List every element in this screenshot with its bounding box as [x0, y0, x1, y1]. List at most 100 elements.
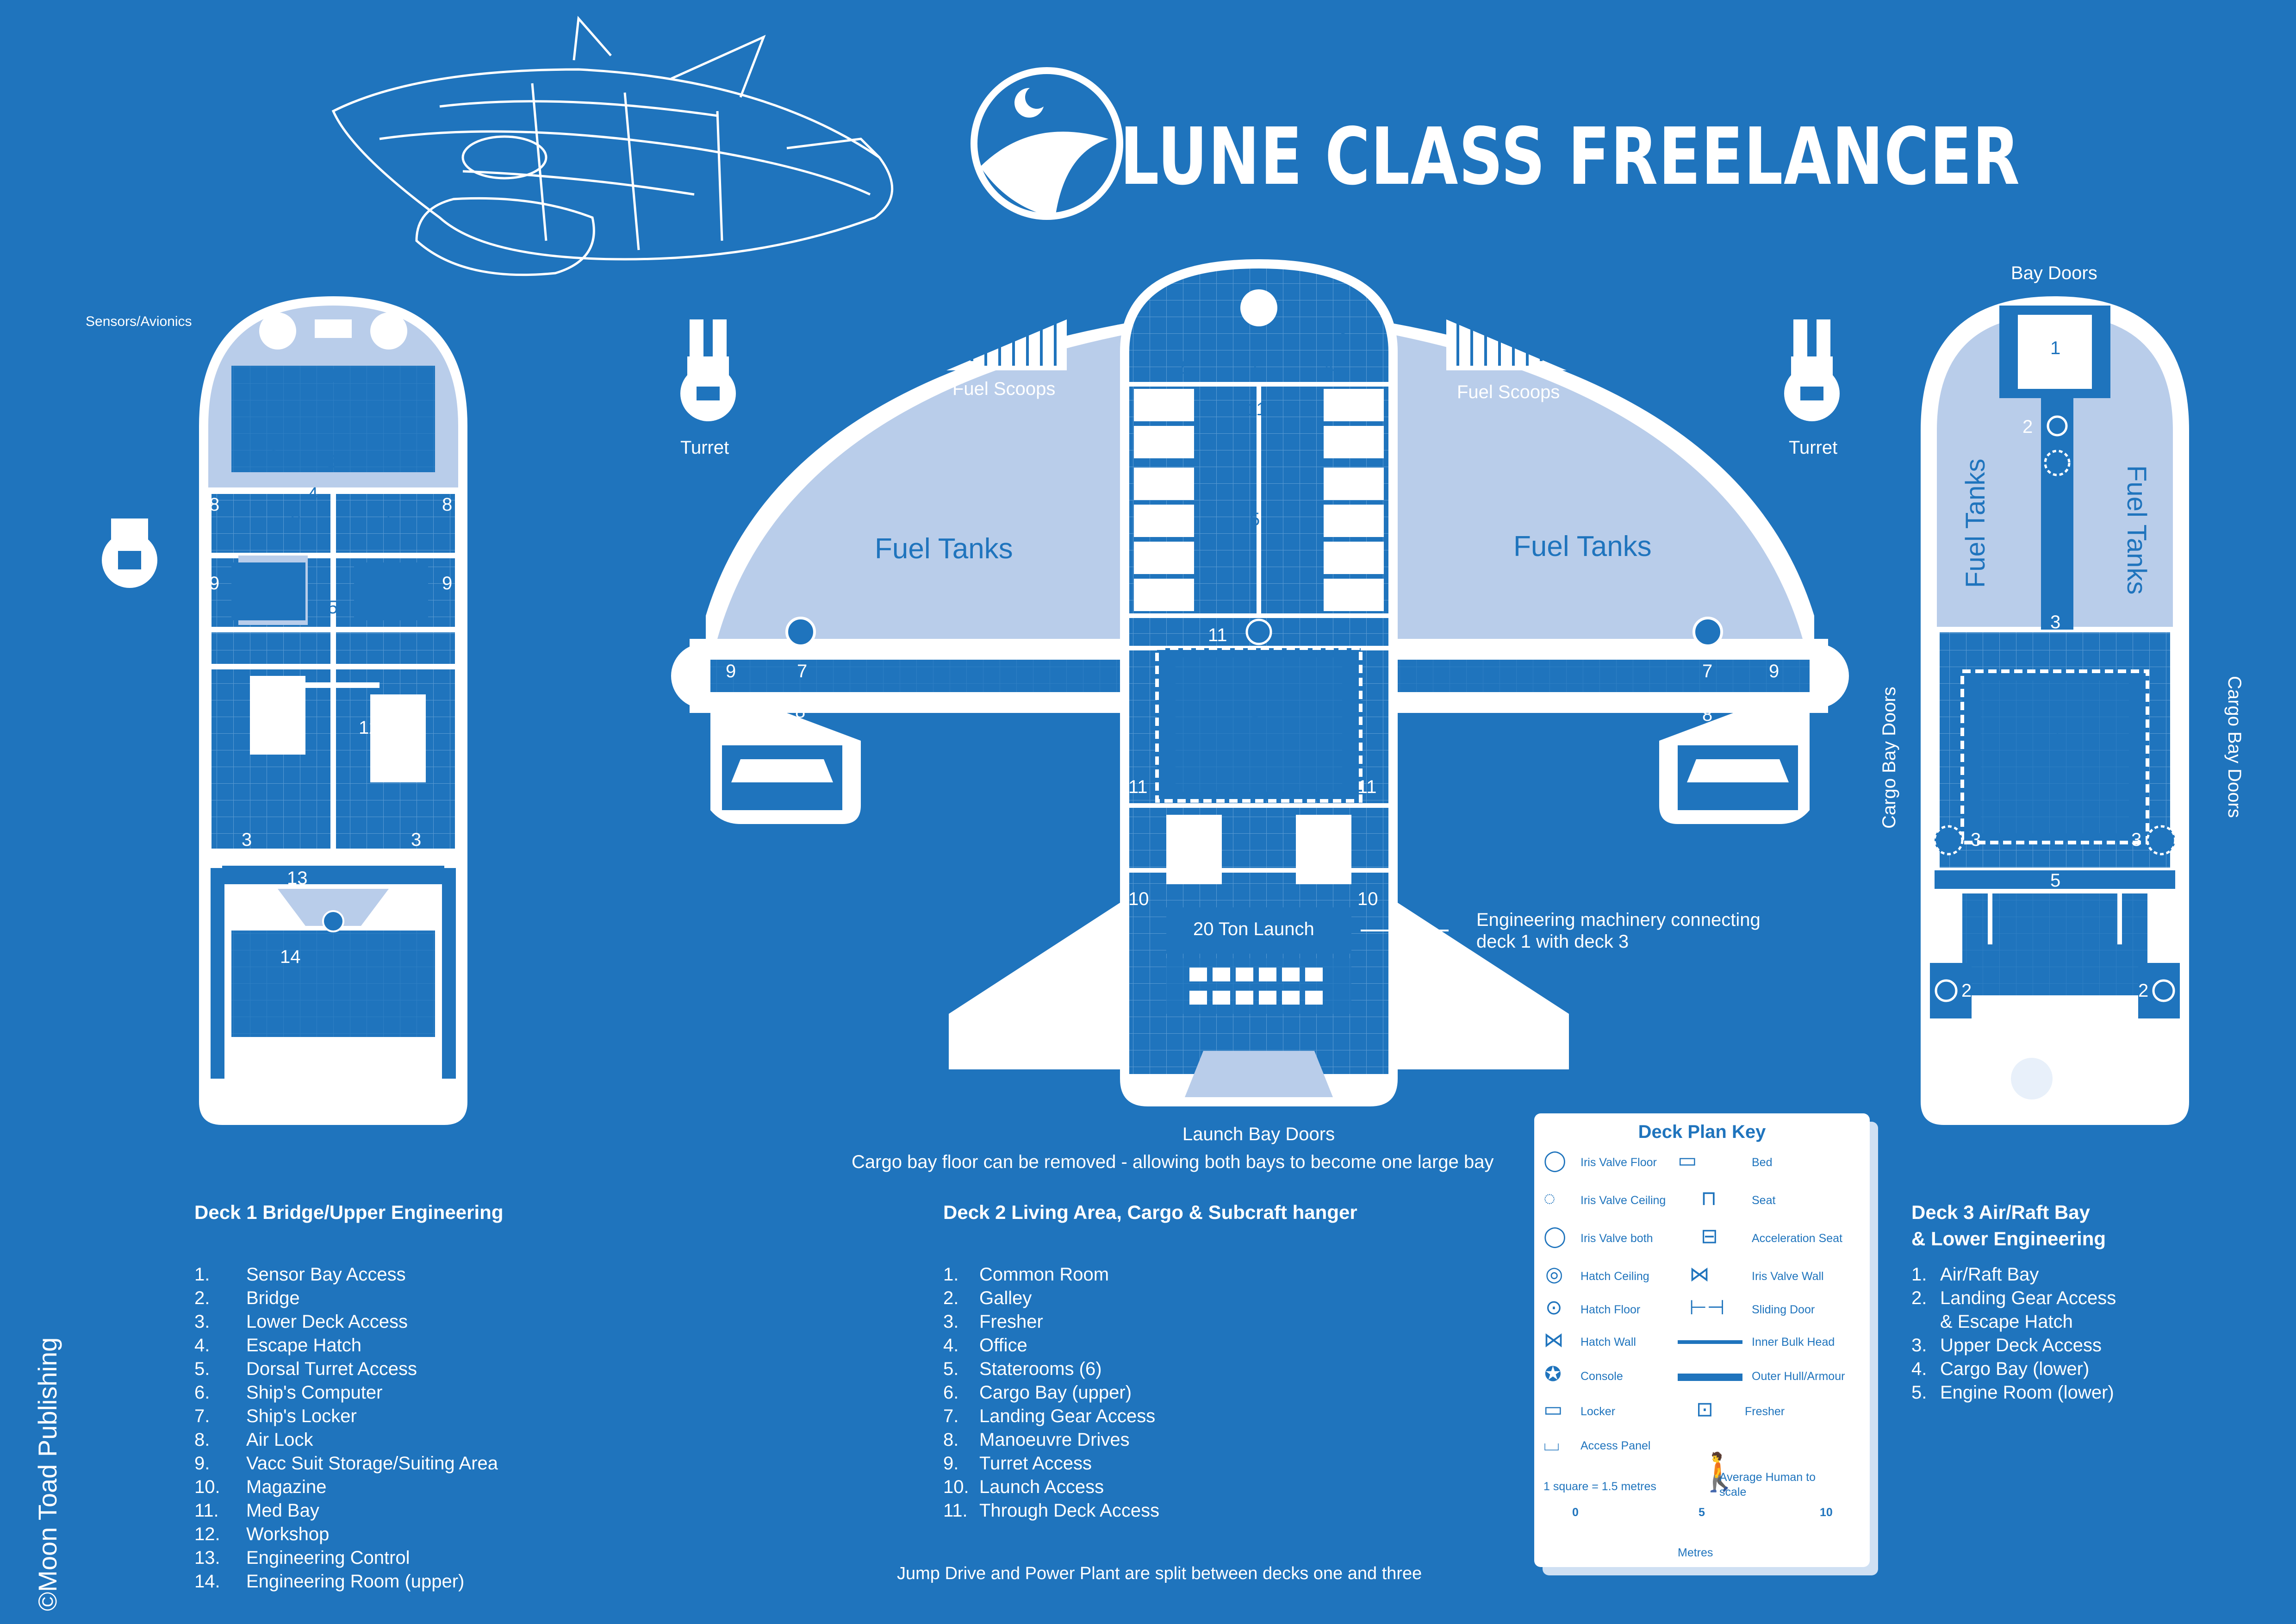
deck3-plan: [1921, 296, 2189, 1125]
deck-plan-key: Deck Plan Key ◯ Iris Valve Floor ◌ Iris …: [1534, 1113, 1870, 1567]
list-item: 3. Fresher: [943, 1312, 1043, 1332]
page-title: LUNE CLASS FREELANCER: [1120, 111, 2021, 203]
deck1-turret: [102, 518, 157, 588]
fuel-tanks-left-deck3-label: Fuel Tanks: [1960, 458, 1991, 588]
list-item: 4. Office: [943, 1335, 1027, 1355]
seat-icon: ⊓: [1701, 1187, 1717, 1210]
list-item: 7. Landing Gear Access: [943, 1406, 1156, 1426]
key-label: Acceleration Seat: [1752, 1232, 1842, 1245]
footer-note: Jump Drive and Power Plant are split bet…: [897, 1564, 1422, 1583]
locker-icon: ▭: [1543, 1398, 1563, 1421]
key-label: Hatch Wall: [1580, 1336, 1636, 1349]
key-label: Iris Valve Wall: [1752, 1270, 1824, 1283]
key-label: Iris Valve Ceiling: [1580, 1194, 1666, 1207]
list-item: 2. Landing Gear Access: [1911, 1288, 2116, 1308]
key-label: Iris Valve both: [1580, 1232, 1653, 1245]
list-item: 6. Ship's Computer: [194, 1382, 383, 1403]
list-item: 12. Workshop: [194, 1524, 330, 1544]
list-item: 4. Cargo Bay (lower): [1911, 1359, 2090, 1379]
list-item: 1. Air/Raft Bay: [1911, 1264, 2039, 1285]
key-label: Access Panel: [1580, 1439, 1651, 1452]
key-label: Bed: [1752, 1156, 1773, 1169]
list-item: 4. Escape Hatch: [194, 1335, 362, 1355]
cargo-bay-doors-right-label: Cargo Bay Doors: [2224, 676, 2245, 818]
list-item: 5. Staterooms (6): [943, 1359, 1102, 1379]
list-item: 14. Engineering Room (upper): [194, 1571, 465, 1592]
iris-valve-wall-icon: ⋈: [1689, 1263, 1710, 1286]
console-icon: ✪: [1544, 1363, 1562, 1386]
list-item: 9. Turret Access: [943, 1453, 1092, 1474]
deck3-heading-line1: Deck 3 Air/Raft Bay: [1911, 1201, 2090, 1223]
iris-valve-both-icon: ◯: [1543, 1225, 1567, 1248]
copyright: ©Moon Toad Publishing: [33, 1337, 62, 1611]
scale-tick: 0: [1572, 1506, 1579, 1519]
launch-label: 20 Ton Launch: [1193, 919, 1314, 939]
list-item: 10. Launch Access: [943, 1477, 1104, 1497]
key-label: Locker: [1580, 1405, 1616, 1418]
fuel-scoops-right-label: Fuel Scoops: [1457, 382, 1560, 402]
deck1-plan: [199, 296, 467, 1125]
engineering-note-line2: deck 1 with deck 3: [1476, 931, 1629, 952]
list-item: 11. Through Deck Access: [943, 1500, 1160, 1521]
list-item: 5. Dorsal Turret Access: [194, 1359, 417, 1379]
list-item: 3. Lower Deck Access: [194, 1312, 408, 1332]
deck2-list: 1. Common Room 2. Galley 3. Fresher 4. Offic…: [943, 1263, 1159, 1523]
bay-doors-label: Bay Doors: [2011, 263, 2097, 283]
list-item: 6. Cargo Bay (upper): [943, 1382, 1132, 1403]
sliding-door-icon: ⊢⊣: [1689, 1296, 1725, 1319]
cargo-bay-doors-left-label: Cargo Bay Doors: [1879, 687, 1899, 829]
iris-valve-floor-icon: ◯: [1543, 1149, 1567, 1172]
turret-left-label: Turret: [680, 437, 729, 458]
scale-tick: 10: [1820, 1506, 1833, 1519]
scale-tick: 5: [1699, 1506, 1705, 1519]
key-label: Outer Hull/Armour: [1752, 1370, 1845, 1383]
deck1-list: 1. Sensor Bay Access 2. Bridge 3. Lower Dec…: [194, 1263, 498, 1593]
list-item: 8. Air Lock: [194, 1430, 313, 1450]
key-label: Hatch Ceiling: [1580, 1270, 1649, 1283]
ship-sketch: [331, 16, 894, 276]
iris-valve-ceiling-icon: ◌: [1543, 1187, 1556, 1210]
scale-note: 1 square = 1.5 metres: [1543, 1480, 1656, 1493]
engineering-note-line1: Engineering machinery connecting: [1476, 910, 1761, 930]
list-item: 2. Bridge: [194, 1288, 300, 1308]
key-label: Sliding Door: [1752, 1303, 1815, 1316]
fresher-icon: ⊡: [1696, 1398, 1713, 1421]
launch-bay-doors-label: Launch Bay Doors: [1182, 1124, 1335, 1144]
human-figure-icon: 🚶: [1696, 1451, 1742, 1493]
cargo-bay-note: Cargo bay floor can be removed - allowin…: [852, 1152, 1494, 1172]
list-item: 9. Vacc Suit Storage/Suiting Area: [194, 1453, 498, 1474]
deck3-heading-line2: & Lower Engineering: [1911, 1228, 2106, 1249]
key-title: Deck Plan Key: [1638, 1122, 1766, 1142]
deck1-heading: Deck 1 Bridge/Upper Engineering: [194, 1201, 504, 1223]
deck3-list: 1. Air/Raft Bay 2. Landing Gear Access & E…: [1911, 1263, 2116, 1405]
list-item: 5. Engine Room (lower): [1911, 1382, 2114, 1403]
key-label: Fresher: [1745, 1405, 1785, 1418]
key-label: Inner Bulk Head: [1752, 1336, 1835, 1349]
deck2-heading: Deck 2 Living Area, Cargo & Subcraft han…: [943, 1201, 1357, 1223]
turret-right-label: Turret: [1789, 437, 1838, 458]
fuel-tanks-right-label: Fuel Tanks: [1513, 531, 1652, 562]
bed-icon: ▭: [1678, 1149, 1697, 1172]
hatch-floor-icon: ⊙: [1545, 1296, 1562, 1319]
outer-hull-icon: [1678, 1374, 1742, 1381]
acceleration-seat-icon: ⊟: [1701, 1225, 1718, 1248]
human-scale-note: Average Human to scale: [1719, 1471, 1816, 1499]
fuel-scoops-left-label: Fuel Scoops: [952, 379, 1056, 399]
list-item: 11. Med Bay: [194, 1500, 319, 1521]
key-label: Hatch Floor: [1580, 1303, 1641, 1316]
list-item: 8. Manoeuvre Drives: [943, 1430, 1130, 1450]
sensors-avionics-label: Sensors/Avionics: [86, 314, 192, 329]
inner-bulkhead-icon: [1678, 1340, 1742, 1344]
list-item: 3. Upper Deck Access: [1911, 1335, 2102, 1355]
scale-unit: Metres: [1678, 1546, 1713, 1559]
hatch-ceiling-icon: ◎: [1545, 1263, 1563, 1286]
fuel-tanks-right-deck3-label: Fuel Tanks: [2122, 465, 2152, 595]
fuel-tanks-left-label: Fuel Tanks: [875, 533, 1013, 565]
key-label: Seat: [1752, 1194, 1776, 1207]
deck2-plan: [671, 259, 1849, 1106]
deck2-turrets: [680, 319, 1840, 421]
list-item: 13. Engineering Control: [194, 1548, 410, 1568]
list-item: 2. Galley: [943, 1288, 1032, 1308]
moon-logo: [971, 67, 1123, 220]
